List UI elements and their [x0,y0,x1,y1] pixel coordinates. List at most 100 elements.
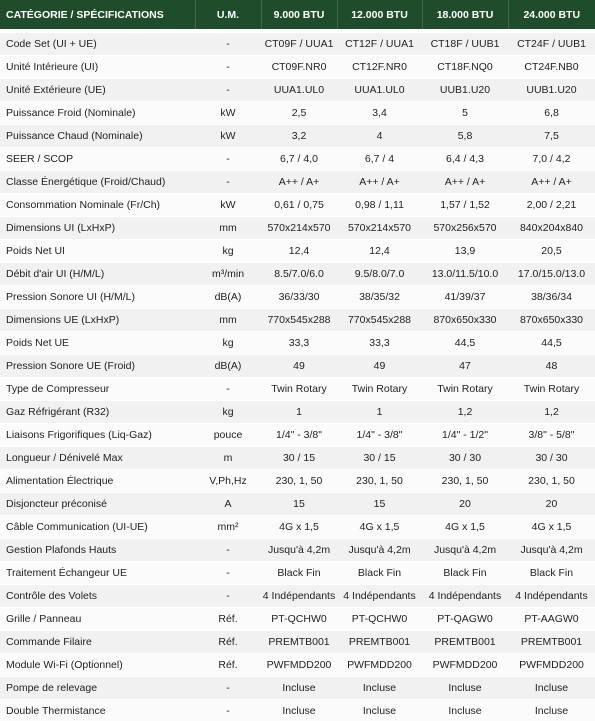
table-row: Contrôle des Volets -4 Indépendants 4 Indé… [0,584,595,608]
table-row: Pompe de relevage - Incluse Incluse Incluse I… [0,676,595,700]
row-label: Commande Filaire [0,630,195,654]
table-cell: PREMTB001 [508,630,595,654]
table-row: Dimensions UE (LxHxP) mm 770x545x288 770x54… [0,308,595,332]
table-cell: Incluse [261,676,337,700]
table-cell: m³/min [195,262,261,286]
table-cell: 4G x 1,5 [337,515,422,539]
table-cell: PT-QCHW0 [337,607,422,631]
table-cell: kg [195,400,261,424]
row-label: Type de Compresseur [0,377,195,401]
row-label: Double Thermistance [0,699,195,721]
table-row: Consommation Nominale (Fr/Ch) kW 0,61 / 0,… [0,193,595,217]
row-label: Traitement Échangeur UE [0,561,195,585]
row-label: Pression Sonore UE (Froid) [0,354,195,378]
table-cell: m [195,446,261,470]
table-cell: CT09F / UUA1 [261,31,337,56]
table-cell: - [195,78,261,102]
table-cell: 230, 1, 50 [261,469,337,493]
table-cell: 41/39/37 [422,285,508,309]
table-cell: kW [195,193,261,217]
row-label: Dimensions UI (LxHxP) [0,216,195,240]
table-cell: 1/4" - 3/8" [261,423,337,447]
table-cell: PWFMDD200 [337,653,422,677]
table-cell: Incluse [508,699,595,721]
table-cell: PT-QAGW0 [422,607,508,631]
table-cell: dB(A) [195,354,261,378]
table-cell: 1,2 [508,400,595,424]
table-cell: 4G x 1,5 [508,515,595,539]
table-cell: 30 / 30 [508,446,595,470]
table-cell: mm [195,216,261,240]
table-cell: 30 / 30 [422,446,508,470]
row-label: Unité Intérieure (UI) [0,55,195,79]
table-row: Longueur / Dénivelé Max m 30 / 15 30 / 15 30… [0,446,595,470]
row-label: Puissance Froid (Nominale) [0,101,195,125]
table-cell: PREMTB001 [337,630,422,654]
table-cell: 33,3 [337,331,422,355]
table-cell: Jusqu'à 4,2m [508,538,595,562]
header-cell: 12.000 BTU [337,0,423,33]
table-cell: mm [195,308,261,332]
table-row: Alimentation Électrique V,Ph,Hz 230, 1, 50… [0,469,595,493]
table-cell: PWFMDD200 [508,653,595,677]
table-cell: 570x214x570 [337,216,422,240]
table-row: SEER / SCOP -6,7 / 4,0 6,7 / 4 6,4 / 4,3 7,0… [0,147,595,171]
table-row: Puissance Froid (Nominale) kW 2,5 3,4 5 6,8 [0,101,595,125]
row-label: Classe Énergétique (Froid/Chaud) [0,170,195,194]
table-row: Unité Extérieure (UE) - UUA1.UL0 UUA1.UL0 UU… [0,78,595,102]
table-row: Classe Énergétique (Froid/Chaud) - A++ / A… [0,170,595,194]
table-cell: 30 / 15 [337,446,422,470]
table-cell: A [195,492,261,516]
table-cell: 4G x 1,5 [422,515,508,539]
table-cell: 12,4 [261,239,337,263]
table-cell: CT09F.NR0 [261,55,337,79]
table-cell: - [195,584,261,608]
row-label: Câble Communication (UI-UE) [0,515,195,539]
table-cell: - [195,538,261,562]
table-cell: 5 [422,101,508,125]
table-cell: PT-QCHW0 [261,607,337,631]
table-cell: A++ / A+ [422,170,508,194]
table-cell: CT24F / UUB1 [508,31,595,56]
table-cell: 30 / 15 [261,446,337,470]
row-label: Débit d'air UI (H/M/L) [0,262,195,286]
header-cell: CATÉGORIE / SPÉCIFICATIONS [0,0,196,33]
table-cell: A++ / A+ [261,170,337,194]
table-row: Gestion Plafonds Hauts - Jusqu'à 4,2m Jusqu… [0,538,595,562]
table-cell: 770x545x288 [261,308,337,332]
table-cell: UUB1.U20 [422,78,508,102]
table-cell: 1 [261,400,337,424]
table-cell: CT18F.NQ0 [422,55,508,79]
table-cell: Black Fin [337,561,422,585]
header-cell: 9.000 BTU [261,0,338,33]
table-row: Commande Filaire Réf. PREMTB001 PREMTB001 PR… [0,630,595,654]
table-cell: 44,5 [508,331,595,355]
table-cell: 1,57 / 1,52 [422,193,508,217]
table-cell: Incluse [508,676,595,700]
table-cell: 7,0 / 4,2 [508,147,595,171]
table-row: Débit d'air UI (H/M/L) m³/min 8.5/7.0/6.0 9… [0,262,595,286]
table-cell: 230, 1, 50 [508,469,595,493]
table-row: Code Set (UI + UE) - CT09F / UUA1 CT12F / U… [0,31,595,56]
table-cell: 15 [337,492,422,516]
table-cell: 4 Indépendants [261,584,337,608]
table-cell: PWFMDD200 [422,653,508,677]
table-cell: UUB1.U20 [508,78,595,102]
table-cell: 3,2 [261,124,337,148]
table-cell: 570x214x570 [261,216,337,240]
table-cell: CT12F / UUA1 [337,31,422,56]
table-cell: - [195,55,261,79]
table-cell: 0,61 / 0,75 [261,193,337,217]
table-cell: Incluse [422,699,508,721]
row-label: Disjoncteur préconisé [0,492,195,516]
table-cell: 20 [508,492,595,516]
table-cell: Réf. [195,607,261,631]
table-cell: 49 [261,354,337,378]
table-cell: 1,2 [422,400,508,424]
table-cell: Réf. [195,630,261,654]
table-cell: 15 [261,492,337,516]
table-cell: 230, 1, 50 [422,469,508,493]
table-cell: 2,00 / 2,21 [508,193,595,217]
row-label: Consommation Nominale (Fr/Ch) [0,193,195,217]
